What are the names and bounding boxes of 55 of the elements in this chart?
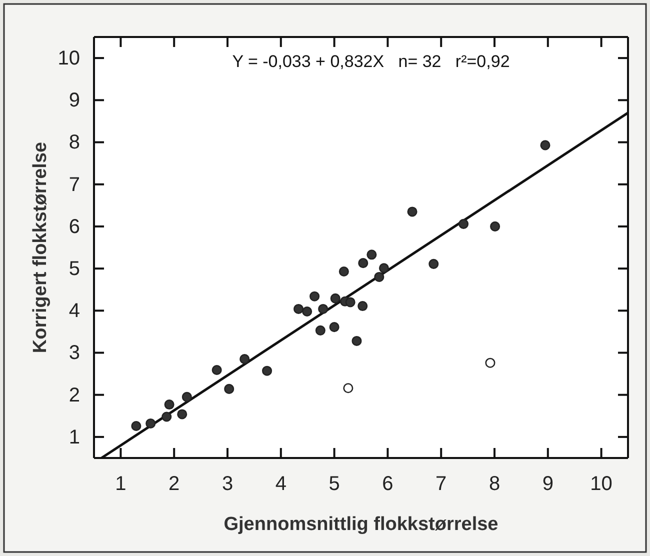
point: [162, 412, 172, 422]
y-axis-title: Korrigert flokkstørrelse: [30, 142, 51, 354]
x-axis-title: Gjennomsnittlig flokkstørrelse: [224, 514, 498, 535]
y-tick-label: 9: [68, 90, 80, 112]
x-tick-label: 6: [382, 473, 394, 496]
point: [302, 306, 312, 317]
point: [294, 304, 304, 314]
point: [329, 322, 340, 332]
y-tick-label: 1: [68, 426, 80, 448]
y-tick-label: 2: [68, 384, 80, 406]
point: [146, 418, 156, 428]
point: [428, 258, 439, 269]
y-tick-label: 3: [68, 342, 80, 364]
point: [366, 250, 377, 260]
x-tick-label: 8: [488, 473, 500, 496]
x-tick-label: 10: [590, 473, 612, 496]
point: [262, 366, 272, 376]
point: [131, 420, 142, 432]
point: [177, 409, 188, 420]
point: [330, 293, 340, 304]
point: [164, 400, 174, 410]
y-tick-label: 10: [58, 47, 80, 70]
y-tick-label: 4: [68, 300, 80, 322]
y-tick-label: 5: [68, 258, 80, 280]
point: [318, 304, 328, 314]
point: [310, 291, 320, 302]
point: [343, 383, 354, 394]
point: [540, 140, 550, 150]
x-tick-label: 5: [328, 473, 340, 496]
point: [490, 221, 500, 232]
x-tick-label: 7: [436, 473, 447, 496]
x-tick-label: 2: [168, 473, 180, 496]
point: [240, 354, 250, 364]
x-tick-label: 1: [115, 473, 126, 496]
point: [338, 266, 349, 277]
point: [352, 336, 362, 346]
annotation: Y = -0,033 + 0,832X n= 32 r²=0,92: [232, 52, 510, 71]
point: [378, 263, 389, 274]
point: [315, 325, 326, 336]
point: [407, 206, 418, 217]
point: [358, 258, 368, 268]
point: [358, 301, 368, 312]
y-tick-label: 8: [68, 132, 80, 154]
y-tick-label: 6: [68, 216, 80, 238]
point: [212, 365, 222, 376]
x-tick-label: 3: [222, 473, 234, 496]
x-tick-label: 4: [275, 473, 286, 496]
point: [485, 358, 496, 368]
x-tick-label: 9: [542, 473, 554, 496]
point: [374, 272, 384, 282]
point: [458, 218, 469, 229]
point: [224, 384, 234, 394]
point: [182, 392, 192, 402]
point: [345, 297, 356, 308]
y-tick-label: 7: [68, 174, 80, 196]
